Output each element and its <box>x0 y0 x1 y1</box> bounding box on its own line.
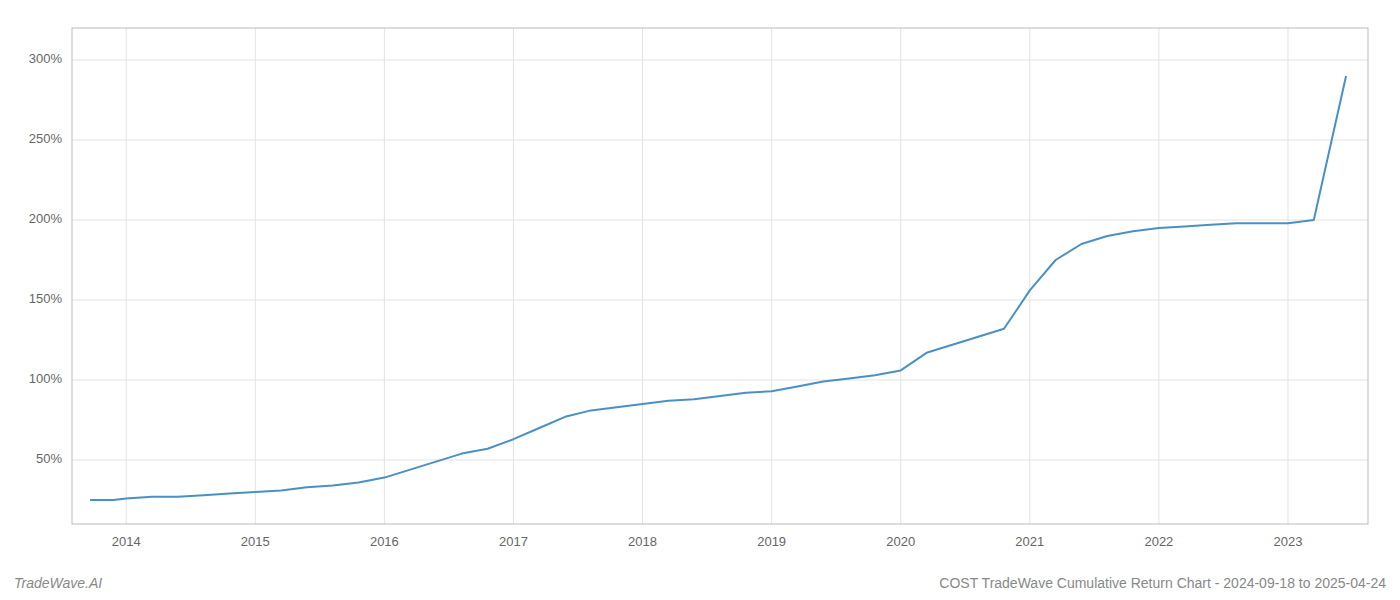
x-tick-label: 2016 <box>370 534 399 549</box>
plot-frame <box>72 28 1368 524</box>
y-grid-line <box>72 220 1368 221</box>
y-tick-label: 200% <box>29 211 63 226</box>
x-tick-label: 2017 <box>499 534 528 549</box>
x-grid-line <box>1158 28 1159 524</box>
x-tick-label: 2018 <box>628 534 657 549</box>
y-tick-label: 300% <box>29 51 63 66</box>
y-tick-label: 250% <box>29 131 63 146</box>
chart-title: COST TradeWave Cumulative Return Chart -… <box>939 575 1386 591</box>
x-tick-label: 2020 <box>886 534 915 549</box>
grid <box>72 28 1368 524</box>
x-grid-line <box>642 28 643 524</box>
x-grid-line <box>900 28 901 524</box>
y-tick-label: 150% <box>29 291 63 306</box>
x-tick-label: 2022 <box>1144 534 1173 549</box>
y-grid-line <box>72 300 1368 301</box>
axes: 50% 100% 150% 200% 250% 300% 2014 2015 2016 2017 2… <box>29 28 1368 549</box>
y-tick-label: 50% <box>36 451 62 466</box>
data-group <box>90 76 1346 500</box>
chart-container: 50% 100% 150% 200% 250% 300% 2014 2015 2016 2017 2… <box>0 0 1400 600</box>
x-grid-line <box>384 28 385 524</box>
x-tick-label: 2014 <box>112 534 141 549</box>
watermark: TradeWave.AI <box>14 575 102 591</box>
x-grid-line <box>126 28 127 524</box>
x-grid-line <box>1287 28 1288 524</box>
x-grid-line <box>771 28 772 524</box>
x-tick-label: 2019 <box>757 534 786 549</box>
y-grid-line <box>72 60 1368 61</box>
x-tick-label: 2023 <box>1274 534 1303 549</box>
x-tick-label: 2021 <box>1015 534 1044 549</box>
x-grid-line <box>1029 28 1030 524</box>
y-grid-line <box>72 460 1368 461</box>
y-grid-line <box>72 140 1368 141</box>
return-line <box>90 76 1346 500</box>
y-grid-line <box>72 380 1368 381</box>
x-grid-line <box>255 28 256 524</box>
x-grid-line <box>513 28 514 524</box>
y-tick-label: 100% <box>29 371 63 386</box>
x-tick-label: 2015 <box>241 534 270 549</box>
chart-svg: 50% 100% 150% 200% 250% 300% 2014 2015 2016 2017 2… <box>0 0 1400 600</box>
